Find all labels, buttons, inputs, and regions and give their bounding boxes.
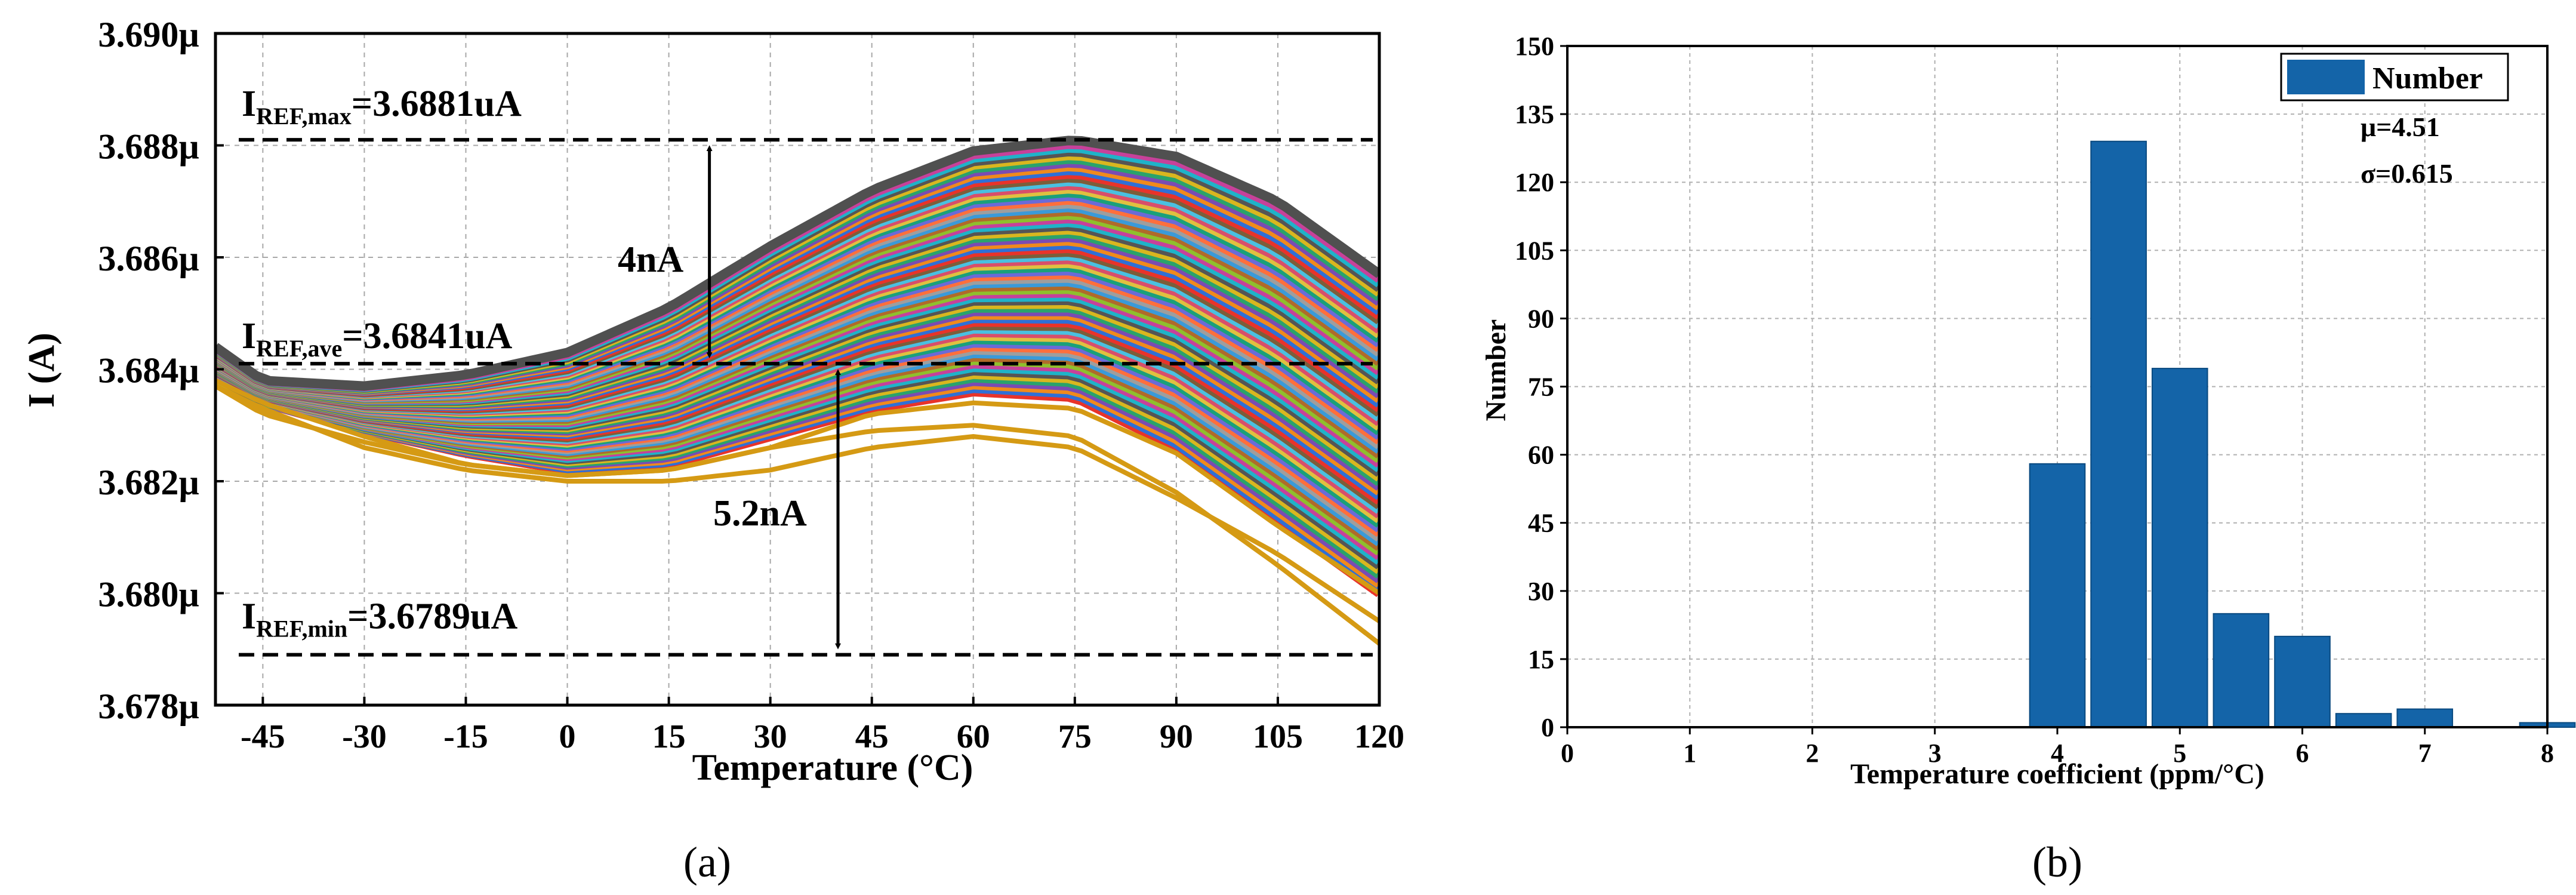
y-tick-label: 3.690µ [98, 15, 199, 54]
x-tick-label: 2 [1806, 739, 1819, 768]
histogram-bar [2396, 708, 2454, 728]
chart-b-legend: Number [2280, 53, 2509, 102]
x-tick-label: -45 [241, 718, 285, 755]
histogram-bar [2335, 713, 2392, 728]
mc-curve-outlier [215, 383, 1379, 623]
histogram-bar [2274, 635, 2331, 728]
histogram-bar [2151, 368, 2208, 728]
x-tick-label: 0 [1561, 739, 1574, 768]
chart-a-reference-lines: IREF,max=3.6881uA IREF,ave=3.6841uA IREF,m… [239, 84, 1373, 657]
chart-b-x-tick-labels: 0 1 2 3 4 5 6 7 8 [1561, 727, 2554, 768]
histogram-bar [2090, 140, 2147, 728]
x-tick-label: -15 [443, 718, 488, 755]
x-tick-label: 0 [559, 718, 576, 755]
chart-b-xlabel: Temperature coefficient (ppm/°C) [1850, 758, 2264, 790]
y-tick-label: 120 [1515, 168, 1554, 197]
histogram-bar [2029, 463, 2086, 728]
x-tick-label: 105 [1253, 718, 1303, 755]
chart-a: IREF,max=3.6881uA IREF,ave=3.6841uA IREF,m… [21, 15, 1404, 886]
y-tick-label: 3.688µ [98, 127, 199, 167]
y-tick-label: 15 [1528, 645, 1554, 674]
y-tick-label: 0 [1541, 713, 1554, 742]
y-tick-label: 90 [1528, 304, 1554, 333]
y-tick-label: 3.686µ [98, 239, 199, 278]
y-tick-label: 60 [1528, 441, 1554, 470]
chart-b-y-tick-labels: 0 15 30 45 60 75 90 105 120 135 150 [1515, 32, 1567, 742]
y-tick-label: 75 [1528, 373, 1554, 402]
chart-a-y-tick-labels: 3.678µ 3.680µ 3.682µ 3.684µ 3.686µ 3.688µ 3.69… [98, 15, 224, 726]
y-tick-label: 3.678µ [98, 687, 199, 726]
chart-a-annotations: 4nA 5.2nA [618, 145, 842, 650]
chart-b-ylabel: Number [1480, 319, 1512, 422]
x-tick-label: 60 [957, 718, 990, 755]
y-tick-label: 135 [1515, 100, 1554, 129]
annotation-label: 4nA [618, 239, 683, 280]
x-tick-label: 6 [2296, 739, 2309, 768]
x-tick-label: 3 [1928, 739, 1942, 768]
x-tick-label: 1 [1683, 739, 1696, 768]
reference-label: IREF,ave=3.6841uA [242, 316, 513, 362]
x-tick-label: 8 [2541, 739, 2554, 768]
mc-curve-outlier [215, 384, 1379, 595]
reference-label: IREF,min=3.6789uA [242, 596, 517, 642]
x-tick-label: 4 [2051, 739, 2064, 768]
chart-b-panel-label: (b) [2032, 838, 2082, 886]
mc-curve-outlier [215, 378, 1379, 646]
y-tick-label: 45 [1528, 509, 1554, 538]
x-tick-label: 90 [1160, 718, 1193, 755]
y-tick-label: 105 [1515, 236, 1554, 265]
y-tick-label: 30 [1528, 577, 1554, 606]
x-tick-label: -30 [342, 718, 387, 755]
x-tick-label: 7 [2418, 739, 2432, 768]
reference-label: IREF,max=3.6881uA [242, 84, 522, 130]
chart-b-sigma: σ=0.615 [2361, 158, 2453, 189]
x-tick-label: 30 [754, 718, 787, 755]
annotation-label: 5.2nA [713, 493, 807, 534]
chart-a-x-tick-labels: -45 -30 -15 0 15 30 45 60 75 90 105 120 [241, 697, 1404, 755]
chart-b-legend-label: Number [2372, 61, 2483, 96]
x-tick-label: 45 [855, 718, 889, 755]
chart-a-ylabel: I (A) [21, 333, 62, 408]
histogram-bar [2213, 613, 2270, 728]
y-tick-label: 3.682µ [98, 463, 199, 502]
y-tick-label: 3.684µ [98, 351, 199, 390]
mc-curve [215, 136, 1379, 391]
x-tick-label: 75 [1058, 718, 1092, 755]
x-tick-label: 120 [1354, 718, 1404, 755]
y-tick-label: 3.680µ [98, 575, 199, 614]
chart-a-panel-label: (a) [683, 838, 731, 886]
y-tick-label: 150 [1515, 32, 1554, 61]
chart-a-xlabel: Temperature (°C) [692, 748, 973, 788]
chart-b-legend-swatch [2287, 60, 2365, 94]
x-tick-label: 15 [652, 718, 686, 755]
chart-a-curves [215, 136, 1379, 646]
chart-b-bars [2029, 140, 2576, 728]
x-tick-label: 5 [2173, 739, 2186, 768]
chart-b-mu: μ=4.51 [2361, 112, 2440, 142]
